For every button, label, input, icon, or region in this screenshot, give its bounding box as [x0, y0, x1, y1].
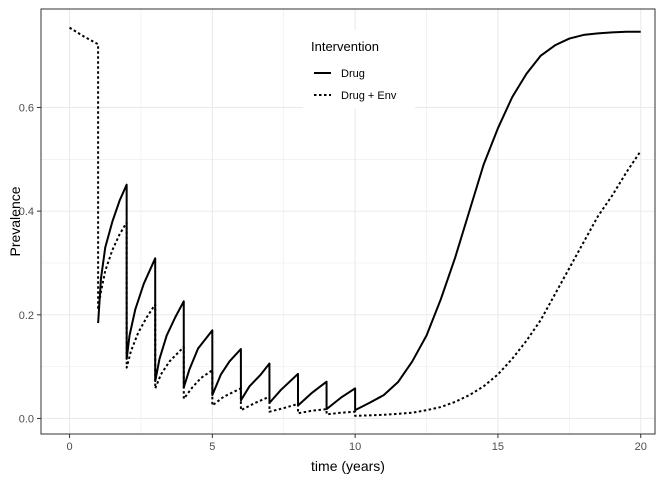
x-axis-title: time (years) — [311, 458, 385, 474]
minor-gridlines — [41, 9, 655, 434]
x-tick-label: 10 — [349, 441, 361, 453]
y-axis-title: Prevalence — [7, 186, 23, 256]
legend: Intervention Drug Drug + Env — [303, 30, 415, 108]
x-tick-label: 20 — [635, 441, 647, 453]
y-tick-label: 0.2 — [19, 310, 34, 322]
panel-border — [40, 8, 656, 435]
legend-title: Intervention — [311, 39, 379, 54]
x-tick-label: 15 — [492, 441, 504, 453]
major-gridlines — [41, 9, 655, 434]
y-tick-label: 0.4 — [19, 206, 34, 218]
y-axis-ticks: 0.0 0.2 0.4 0.6 — [19, 102, 41, 425]
series-line-drug — [97, 30, 641, 412]
x-tick-label: 5 — [209, 441, 215, 453]
legend-label-drug: Drug — [341, 68, 365, 80]
y-tick-label: 0.6 — [19, 102, 34, 114]
series-line-drug-env — [69, 26, 642, 417]
legend-background — [303, 30, 415, 108]
x-axis-ticks: 0 5 10 15 20 — [66, 434, 647, 453]
y-tick-label: 0.0 — [19, 413, 34, 425]
x-tick-label: 0 — [66, 441, 72, 453]
series-layer — [69, 26, 642, 417]
legend-label-drug-env: Drug + Env — [341, 90, 397, 102]
